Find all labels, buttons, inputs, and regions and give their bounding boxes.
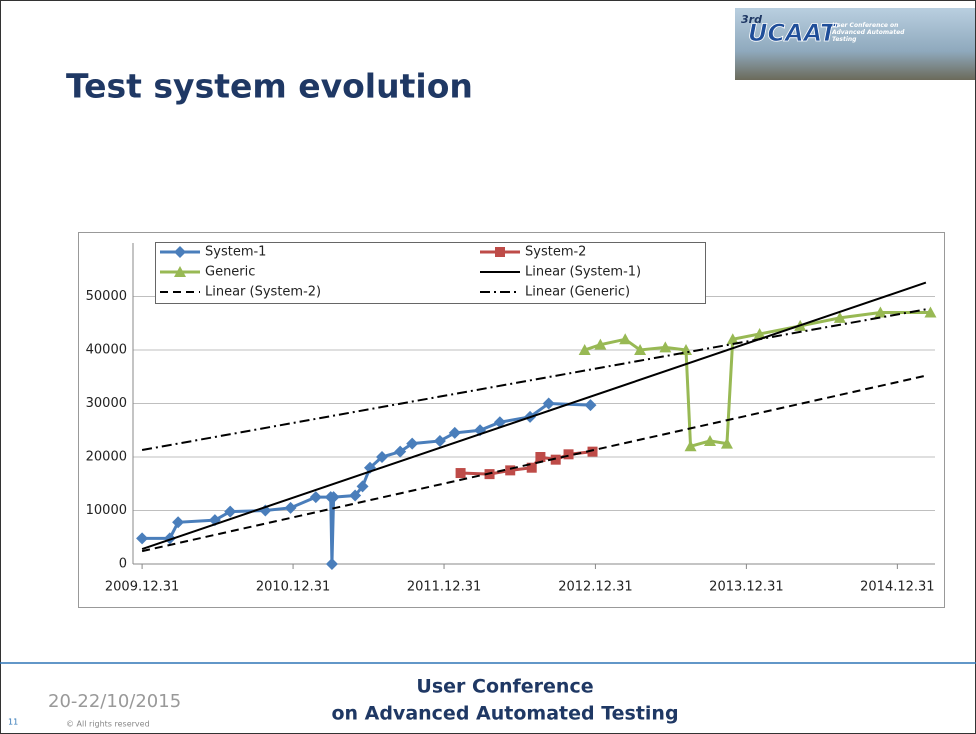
legend-marker bbox=[495, 247, 505, 257]
marker bbox=[726, 333, 739, 345]
footer-line: on Advanced Automated Testing bbox=[331, 703, 678, 725]
marker bbox=[505, 465, 516, 476]
y-tick-label: 0 bbox=[119, 557, 127, 572]
marker bbox=[578, 344, 591, 355]
logo-name: UCAAT bbox=[748, 19, 838, 47]
legend-marker bbox=[174, 246, 186, 258]
slide-title: Test system evolution bbox=[66, 67, 473, 106]
y-tick-label: 40000 bbox=[86, 343, 127, 358]
y-tick-label: 20000 bbox=[86, 450, 127, 465]
marker bbox=[753, 327, 766, 339]
copyright: © All rights reserved bbox=[66, 720, 150, 729]
logo-edition: 3rd bbox=[741, 13, 762, 26]
marker bbox=[684, 440, 697, 452]
marker bbox=[550, 454, 561, 465]
legend-label: System-1 bbox=[205, 245, 266, 260]
marker bbox=[493, 416, 506, 429]
marker bbox=[874, 306, 887, 318]
marker bbox=[659, 341, 672, 353]
y-tick-label: 30000 bbox=[86, 396, 127, 411]
legend-label: Generic bbox=[205, 265, 255, 280]
marker bbox=[375, 451, 388, 463]
trend-line bbox=[141, 281, 927, 550]
x-tick-label: 2009.12.31 bbox=[105, 580, 179, 595]
trend-line bbox=[141, 374, 927, 553]
legend-label: Linear (Generic) bbox=[525, 285, 630, 300]
marker bbox=[924, 306, 937, 318]
marker bbox=[433, 434, 446, 447]
marker bbox=[406, 437, 419, 450]
marker bbox=[535, 452, 546, 462]
marker bbox=[136, 532, 149, 545]
marker bbox=[619, 333, 632, 345]
legend-label: System-2 bbox=[525, 245, 586, 260]
marker bbox=[594, 338, 607, 350]
marker bbox=[703, 434, 716, 446]
x-tick-label: 2010.12.31 bbox=[256, 580, 330, 595]
marker bbox=[309, 491, 322, 504]
marker bbox=[634, 344, 647, 355]
marker bbox=[224, 505, 237, 518]
marker bbox=[526, 462, 537, 473]
x-tick-label: 2013.12.31 bbox=[709, 580, 783, 595]
page-number: 11 bbox=[8, 718, 18, 727]
x-tick-label: 2012.12.31 bbox=[558, 580, 632, 595]
y-tick-label: 10000 bbox=[86, 503, 127, 518]
legend bbox=[155, 242, 706, 304]
marker bbox=[172, 516, 185, 529]
x-tick-label: 2011.12.31 bbox=[407, 580, 481, 595]
logo-tagline-box: User Conference on Advanced Automated Te… bbox=[832, 22, 905, 43]
legend-label: Linear (System-2) bbox=[205, 285, 321, 300]
footer-line: User Conference bbox=[416, 676, 593, 698]
marker bbox=[563, 449, 574, 460]
logo bbox=[735, 8, 975, 80]
marker bbox=[394, 445, 407, 458]
legend-label: Linear (System-1) bbox=[525, 265, 641, 280]
logo-tagline: User Conference on Advanced Automated Te… bbox=[832, 22, 905, 43]
marker bbox=[284, 501, 297, 514]
marker bbox=[325, 558, 338, 570]
marker bbox=[584, 399, 597, 412]
y-tick-label: 50000 bbox=[86, 289, 127, 304]
marker bbox=[356, 480, 369, 493]
legend-marker bbox=[174, 266, 186, 277]
marker bbox=[448, 426, 461, 439]
x-tick-label: 2014.12.31 bbox=[860, 580, 934, 595]
marker bbox=[327, 491, 340, 504]
marker bbox=[455, 468, 466, 479]
slide-date: 20-22/10/2015 bbox=[48, 691, 181, 712]
marker bbox=[833, 311, 846, 323]
marker bbox=[349, 489, 362, 502]
marker bbox=[587, 446, 598, 457]
marker bbox=[720, 437, 733, 449]
marker bbox=[542, 397, 555, 410]
trend-line bbox=[141, 308, 927, 452]
